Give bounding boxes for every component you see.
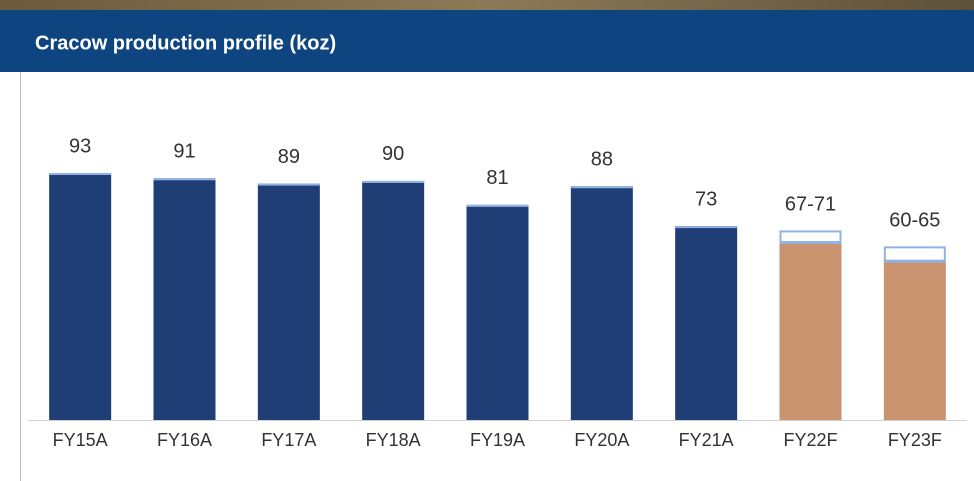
bar bbox=[49, 172, 112, 420]
range-bar bbox=[779, 230, 842, 244]
value-label: 91 bbox=[173, 141, 195, 163]
value-label: 60-65 bbox=[889, 210, 940, 232]
bar bbox=[466, 204, 529, 420]
bar-top-edge bbox=[153, 178, 216, 181]
x-tick-label: FY15A bbox=[53, 430, 108, 450]
bar-top-edge bbox=[466, 204, 529, 207]
value-label: 93 bbox=[69, 135, 91, 157]
x-tick-label: FY18A bbox=[366, 430, 421, 450]
value-label: 73 bbox=[695, 188, 717, 210]
value-label: 81 bbox=[486, 167, 508, 189]
x-tick-label: FY20A bbox=[574, 430, 629, 450]
chart-title: Cracow production profile (koz) bbox=[35, 32, 336, 54]
bar-top-edge bbox=[779, 242, 842, 245]
bar-top-edge bbox=[675, 226, 738, 229]
value-label: 90 bbox=[382, 143, 404, 165]
bar bbox=[779, 242, 842, 420]
bar-top-edge bbox=[883, 260, 946, 263]
bar-top-edge bbox=[257, 183, 320, 186]
bar-top-edge bbox=[570, 186, 633, 189]
value-label: 89 bbox=[278, 146, 300, 168]
x-tick-label: FY16A bbox=[157, 430, 212, 450]
x-tick-label: FY19A bbox=[470, 430, 525, 450]
x-tick-label: FY17A bbox=[261, 430, 316, 450]
bar bbox=[883, 260, 946, 420]
bar bbox=[153, 178, 216, 420]
value-label: 67-71 bbox=[785, 194, 836, 216]
header-bar bbox=[0, 10, 974, 72]
x-tick-label: FY21A bbox=[679, 430, 734, 450]
range-bar bbox=[883, 246, 946, 262]
bar-top-edge bbox=[49, 172, 112, 175]
value-label: 88 bbox=[591, 149, 613, 171]
x-tick-label: FY22F bbox=[783, 430, 837, 450]
bar bbox=[570, 186, 633, 420]
bar bbox=[257, 183, 320, 420]
photo-strip bbox=[0, 0, 974, 10]
bar bbox=[675, 226, 738, 420]
bar bbox=[362, 180, 425, 420]
bar-top-edge bbox=[362, 180, 425, 183]
x-tick-label: FY23F bbox=[888, 430, 942, 450]
